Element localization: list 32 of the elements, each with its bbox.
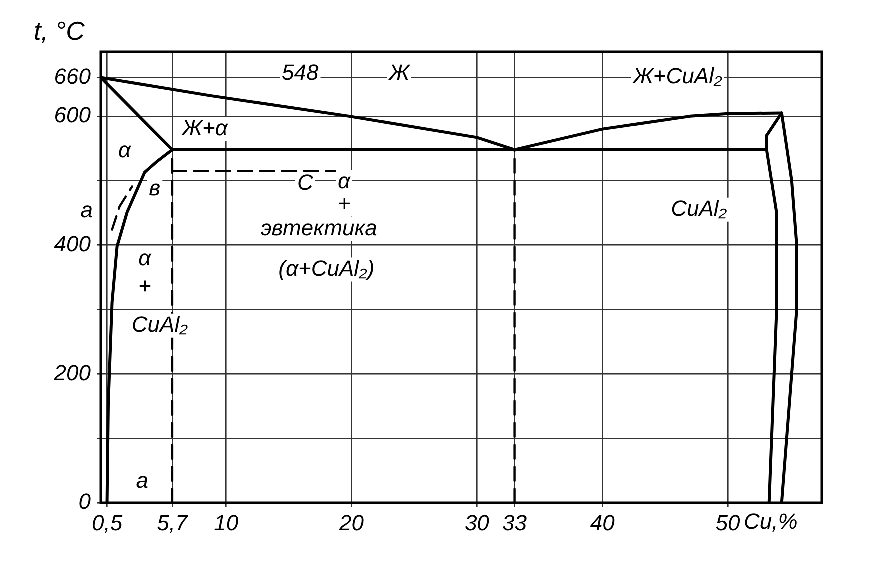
y-tick-label: 600 xyxy=(54,102,92,128)
annotation: эвтектика xyxy=(260,215,378,240)
x-tick-label: 5,7 xyxy=(157,510,189,536)
annotation: (α+CuAl₂) xyxy=(278,256,375,281)
x-tick-label: 50 xyxy=(716,510,741,536)
x-tick-label: 30 xyxy=(464,510,490,536)
x-tick-label: 33 xyxy=(502,510,528,536)
x-tick-label: 0,5 xyxy=(92,510,124,536)
annotation: Ж+CuAl₂ xyxy=(632,63,723,88)
y-tick-label: 400 xyxy=(54,231,92,256)
y-tick-label: 200 xyxy=(53,360,92,386)
x-axis-title: Cu,% xyxy=(744,509,798,534)
x-tick-label: 20 xyxy=(338,510,365,536)
annotation: Ж+α xyxy=(181,115,230,140)
y-tick-label: 0 xyxy=(78,489,92,514)
x-tick-label: 10 xyxy=(214,510,240,536)
annotation: Ж xyxy=(388,60,412,86)
y-tick-label: 660 xyxy=(54,64,92,89)
annotation: C xyxy=(297,170,314,196)
annotation: a xyxy=(136,468,149,493)
text: a xyxy=(80,197,93,222)
annotation: + xyxy=(138,273,152,298)
annotation: α xyxy=(338,168,352,194)
annotation: CuAl₂ xyxy=(671,196,728,221)
annotation: α xyxy=(138,246,153,271)
annotation: 548 xyxy=(282,60,320,86)
annotation: CuAl₂ xyxy=(132,312,189,337)
annotation: в xyxy=(149,175,161,200)
annotation: α xyxy=(118,137,133,162)
y-axis-title: t, °C xyxy=(34,16,86,46)
annotation: + xyxy=(338,190,351,216)
x-tick-label: 40 xyxy=(590,510,616,536)
